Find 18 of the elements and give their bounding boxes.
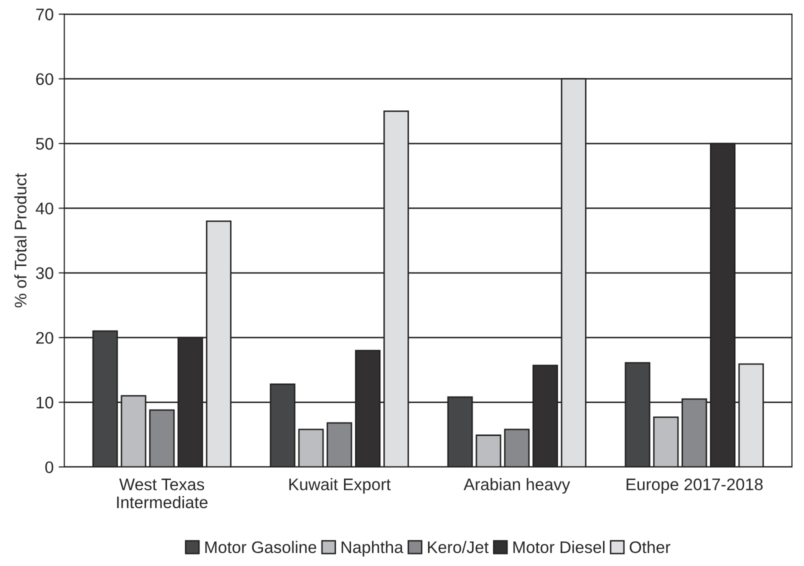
x-tick-label: West Texas Intermediate xyxy=(117,478,208,508)
y-tick-label: 70 xyxy=(36,8,54,20)
y-tick-label: 50 xyxy=(36,138,54,150)
legend-label: Kero/Jet xyxy=(428,540,489,554)
legend-label: Other xyxy=(630,540,670,554)
x-tick-label: Kuwait Export xyxy=(289,478,391,494)
y-tick-label: 40 xyxy=(36,202,54,214)
legend-label: Motor Gasoline xyxy=(205,540,316,554)
y-tick-label: 10 xyxy=(36,396,54,408)
y-tick-label: 0 xyxy=(45,461,54,474)
y-axis-title: % of Total Product xyxy=(14,173,27,308)
legend-label: Naphtha xyxy=(342,540,404,556)
y-tick-label: 20 xyxy=(36,332,54,344)
y-tick-label: 60 xyxy=(36,73,54,86)
y-tick-label: 30 xyxy=(36,267,54,280)
legend-label: Motor Diesel xyxy=(513,540,604,554)
x-tick-label: Arabian heavy xyxy=(464,478,570,494)
x-tick-label: Europe 2017-2018 xyxy=(626,478,763,494)
